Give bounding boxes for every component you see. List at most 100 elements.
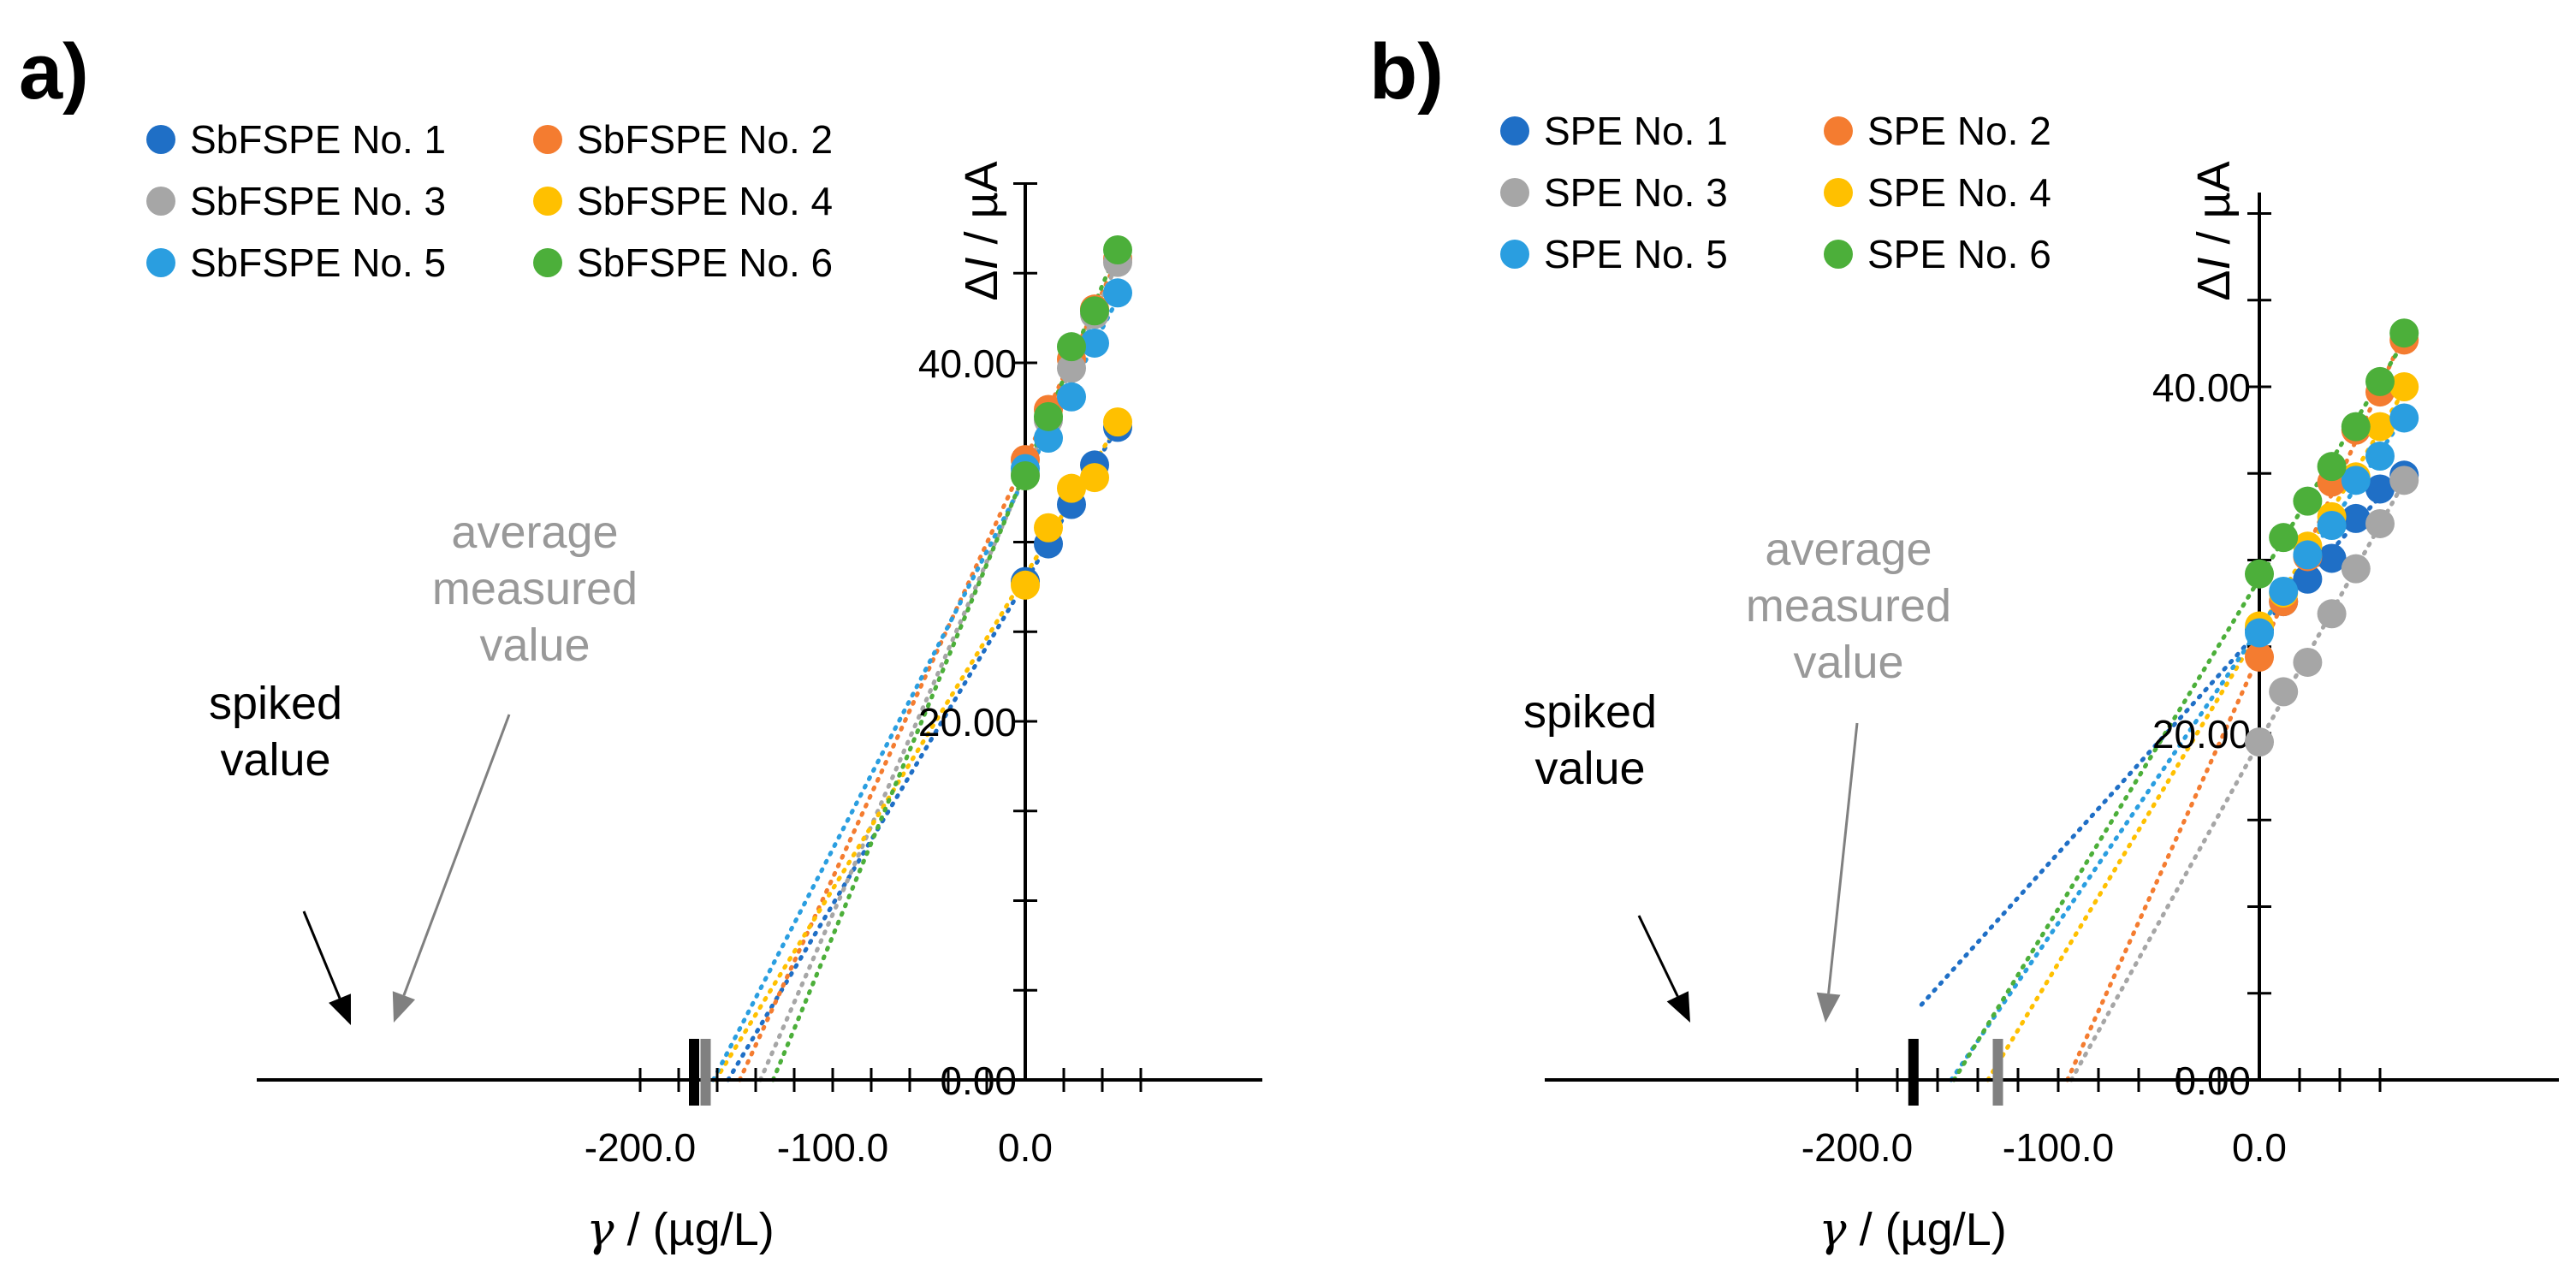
trendline-spe-no-6 <box>1951 339 2407 1082</box>
average-arrow-head <box>392 991 416 1023</box>
x-tick-label: -200.0 <box>585 1125 696 1170</box>
x-axis-label: γ / (µg/L) <box>586 1202 774 1256</box>
spiked-value-marker <box>689 1039 699 1106</box>
data-point-spe-no-5 <box>2341 466 2371 495</box>
data-point-spe-no-5 <box>2245 618 2274 648</box>
data-point-spe-no-5 <box>2293 540 2323 570</box>
x-tick-label: -100.0 <box>777 1125 888 1170</box>
legend-label-spe-no-6: SPE No. 6 <box>1867 232 2051 276</box>
data-point-spe-no-6 <box>2365 366 2395 396</box>
data-point-spe-no-6 <box>2293 486 2323 516</box>
trendline-spe-no-3 <box>2069 479 2407 1082</box>
panel-label: b) <box>1369 28 1444 116</box>
legend-label-sbfspe-no-1: SbFSPE No. 1 <box>190 117 446 162</box>
data-point-spe-no-3 <box>2245 727 2274 757</box>
y-tick-label: 0.00 <box>2174 1059 2251 1103</box>
data-point-sbfspe-no-4 <box>1080 463 1109 493</box>
legend-marker-spe-no-2 <box>1824 116 1853 145</box>
data-point-spe-no-5 <box>2317 511 2347 540</box>
legend-label-sbfspe-no-4: SbFSPE No. 4 <box>577 179 833 223</box>
x-tick-label: -200.0 <box>1801 1125 1913 1170</box>
data-point-sbfspe-no-4 <box>1057 473 1086 503</box>
legend-label-spe-no-2: SPE No. 2 <box>1867 109 2051 153</box>
spiked-value-label: spiked value <box>209 678 342 786</box>
x-tick-label: 0.0 <box>998 1125 1053 1170</box>
data-point-spe-no-6 <box>2245 559 2274 589</box>
legend-marker-sbfspe-no-1 <box>146 125 175 154</box>
trendline-sbfspe-no-2 <box>737 256 1120 1082</box>
data-point-spe-no-6 <box>2269 523 2299 553</box>
spiked-arrow-head <box>329 993 351 1025</box>
average-value-label: average measured value <box>432 507 638 671</box>
trendline-spe-no-2 <box>2065 331 2407 1082</box>
data-point-sbfspe-no-6 <box>1103 235 1132 265</box>
y-axis-label: ΔI / µA <box>956 161 1007 300</box>
data-point-spe-no-6 <box>2317 452 2347 482</box>
average-arrow-shaft <box>1827 722 1859 994</box>
data-point-spe-no-4 <box>2365 412 2395 442</box>
legend-marker-spe-no-6 <box>1824 240 1853 269</box>
data-point-sbfspe-no-4 <box>1011 570 1040 600</box>
panel-label: a) <box>19 28 89 116</box>
spiked-arrow-head <box>1666 991 1690 1023</box>
data-point-sbfspe-no-5 <box>1057 382 1086 412</box>
legend-label-spe-no-4: SPE No. 4 <box>1867 170 2051 215</box>
chart-panel-b: b) -200.0 -100.0 0.0 0.00 20.00 40.00 SPE No. 1… <box>1369 28 2559 1256</box>
average-value-marker <box>1992 1039 2003 1106</box>
y-axis-label: ΔI / µA <box>2188 161 2240 300</box>
data-point-spe-no-3 <box>2389 466 2419 495</box>
data-point-spe-no-2 <box>2245 642 2274 672</box>
legend-marker-sbfspe-no-4 <box>533 187 562 216</box>
spiked-value-label: spiked value <box>1523 686 1657 794</box>
y-tick-label: 20.00 <box>918 700 1017 744</box>
average-arrow-shaft <box>402 714 511 996</box>
chart-panel-a: a) -200.0 -100.0 0.0 0.00 20.00 40.00 SbFSPE No… <box>19 28 1262 1256</box>
data-point-sbfspe-no-6 <box>1080 296 1109 326</box>
x-axis-label: γ / (µg/L) <box>1819 1202 2006 1256</box>
data-point-spe-no-5 <box>2269 576 2299 606</box>
data-point-spe-no-3 <box>2317 599 2347 629</box>
x-tick-label: -100.0 <box>2003 1125 2114 1170</box>
data-point-spe-no-5 <box>2365 442 2395 471</box>
legend-marker-spe-no-3 <box>1500 178 1529 207</box>
spiked-arrow-shaft <box>1637 915 1679 997</box>
data-point-sbfspe-no-4 <box>1103 407 1132 437</box>
y-tick-label: 0.00 <box>940 1059 1017 1103</box>
trendline-sbfspe-no-6 <box>770 246 1120 1082</box>
data-point-sbfspe-no-6 <box>1034 401 1063 431</box>
data-point-sbfspe-no-6 <box>1011 460 1040 490</box>
legend-label-spe-no-5: SPE No. 5 <box>1544 232 1728 276</box>
y-tick-label: 40.00 <box>918 341 1017 386</box>
data-point-spe-no-3 <box>2365 508 2395 538</box>
average-value-label: average measured value <box>1746 524 1951 688</box>
legend-marker-spe-no-1 <box>1500 116 1529 145</box>
data-point-sbfspe-no-5 <box>1103 278 1132 308</box>
data-point-sbfspe-no-6 <box>1057 332 1086 362</box>
average-arrow-head <box>1816 992 1841 1023</box>
legend-marker-sbfspe-no-3 <box>146 187 175 216</box>
data-point-spe-no-3 <box>2269 677 2299 707</box>
data-point-spe-no-6 <box>2389 318 2419 348</box>
trendline-spe-no-1 <box>1919 467 2407 1007</box>
legend-marker-sbfspe-no-2 <box>533 125 562 154</box>
spiked-arrow-shaft <box>302 910 341 999</box>
x-tick-label: 0.0 <box>2232 1125 2287 1170</box>
data-point-spe-no-4 <box>2389 372 2419 401</box>
y-tick-label: 40.00 <box>2152 365 2251 410</box>
legend-marker-sbfspe-no-6 <box>533 248 562 277</box>
data-point-sbfspe-no-3 <box>1057 353 1086 383</box>
legend-label-sbfspe-no-5: SbFSPE No. 5 <box>190 240 446 285</box>
data-point-spe-no-1 <box>2365 474 2395 504</box>
data-point-sbfspe-no-5 <box>1034 423 1063 453</box>
data-point-spe-no-1 <box>2317 543 2347 573</box>
data-point-sbfspe-no-5 <box>1080 328 1109 358</box>
data-point-spe-no-5 <box>2389 403 2419 433</box>
y-tick-label: 20.00 <box>2152 712 2251 756</box>
average-value-marker <box>700 1039 711 1106</box>
legend-label-sbfspe-no-3: SbFSPE No. 3 <box>190 179 446 223</box>
legend-marker-sbfspe-no-5 <box>146 248 175 277</box>
data-point-spe-no-6 <box>2341 412 2371 442</box>
legend-marker-spe-no-4 <box>1824 178 1853 207</box>
